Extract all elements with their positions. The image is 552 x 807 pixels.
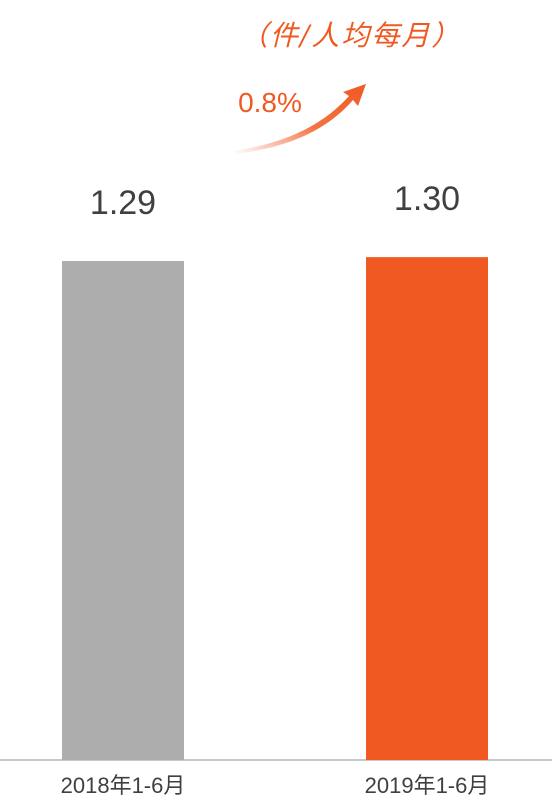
- growth-arrow-icon: [234, 84, 366, 154]
- category-label-2: 2019年1-6月: [365, 773, 490, 798]
- value-label-2: 1.30: [394, 180, 460, 218]
- growth-label: 0.8%: [238, 87, 302, 118]
- unit-label: （件/人均每月）: [240, 19, 462, 52]
- bar-1: [62, 261, 184, 760]
- value-label-1: 1.29: [90, 184, 156, 222]
- bars-group: [62, 257, 488, 760]
- bar-2: [366, 257, 488, 760]
- value-labels-group: 1.29 1.30: [90, 180, 460, 222]
- category-labels-group: 2018年1-6月 2019年1-6月: [61, 773, 490, 798]
- category-label-1: 2018年1-6月: [61, 773, 186, 798]
